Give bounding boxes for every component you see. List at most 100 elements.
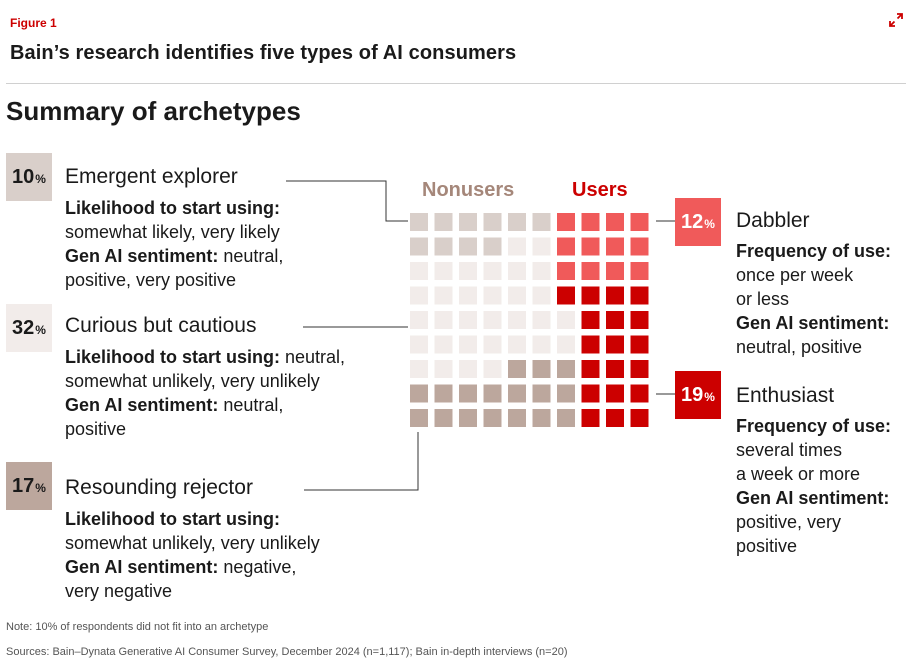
- archetype-dabbler: 12%: [675, 198, 721, 246]
- archetype-pct-sign: %: [704, 217, 715, 231]
- detail-value: positive: [736, 536, 798, 556]
- sources: Sources: Bain–Dynata Generative AI Consu…: [6, 646, 568, 658]
- archetype-details: Frequency of use: once per week or less Gen…: [736, 239, 891, 359]
- detail-value: negative,: [218, 557, 297, 577]
- archetype-pct: 32: [12, 316, 35, 339]
- waffle-cell-curious: [459, 262, 477, 280]
- waffle-cell-emergent: [459, 213, 477, 231]
- archetype-detail-line: somewhat unlikely, very unlikely: [65, 531, 320, 555]
- waffle-cell-rejector: [459, 384, 477, 403]
- waffle-cell-curious: [459, 286, 477, 305]
- waffle-cell-emergent: [508, 213, 526, 231]
- waffle-cell-dabbler: [557, 237, 575, 256]
- waffle-cell-emergent: [483, 213, 502, 231]
- archetype-pct-sign: %: [35, 481, 46, 495]
- waffle-cell-curious: [532, 286, 551, 305]
- waffle-cell-emergent: [410, 213, 428, 231]
- waffle-cell-rejector: [557, 409, 575, 427]
- waffle-cell-enthusiast: [606, 286, 624, 305]
- waffle-cell-curious: [508, 262, 526, 280]
- archetype-pct-sign: %: [35, 323, 46, 337]
- waffle-cell-enthusiast: [557, 286, 575, 305]
- waffle-cell-curious: [532, 311, 551, 329]
- archetype-name: Dabbler: [736, 209, 810, 232]
- waffle-cell-dabbler: [606, 262, 624, 280]
- waffle-cell-rejector: [532, 409, 551, 427]
- waffle-cell-rejector: [508, 360, 526, 378]
- detail-label: Gen AI sentiment:: [65, 246, 219, 266]
- archetype-pct-sign: %: [35, 172, 46, 186]
- archetype-curious: 32%: [6, 304, 52, 352]
- detail-value: neutral, positive: [736, 337, 863, 357]
- detail-value: positive, very positive: [65, 270, 237, 290]
- connector-rejector: [304, 432, 419, 491]
- waffle-cell-dabbler: [581, 237, 600, 256]
- waffle-cell-curious: [410, 262, 428, 280]
- waffle-cell-dabbler: [557, 262, 575, 280]
- waffle-cell-rejector: [459, 409, 477, 427]
- waffle-cell-enthusiast: [581, 409, 600, 427]
- waffle-cell-enthusiast: [606, 409, 624, 427]
- archetype-detail-line: Gen AI sentiment: negative,: [65, 555, 320, 579]
- detail-value: or less: [736, 289, 790, 309]
- detail-label: Gen AI sentiment:: [736, 488, 890, 508]
- waffle-cell-enthusiast: [630, 311, 649, 329]
- waffle-cell-emergent: [532, 213, 551, 231]
- waffle-cell-emergent: [410, 237, 428, 256]
- archetype-detail-line: very negative: [65, 579, 320, 603]
- detail-label: Gen AI sentiment:: [736, 313, 890, 333]
- detail-value: once per week: [736, 265, 854, 285]
- archetype-details: Likelihood to start using: somewhat likel…: [65, 196, 283, 292]
- archetype-detail-line: positive: [736, 534, 891, 558]
- archetype-detail-line: Frequency of use:: [736, 239, 891, 263]
- waffle-cell-emergent: [483, 237, 502, 256]
- waffle-cell-enthusiast: [581, 360, 600, 378]
- legend-nonusers: Nonusers: [422, 179, 515, 201]
- detail-value: positive, very: [736, 512, 842, 532]
- archetype-pct: 17: [12, 474, 35, 497]
- archetype-detail-line: positive, very positive: [65, 268, 283, 292]
- waffle-cell-curious: [410, 335, 428, 354]
- archetype-detail-line: positive, very: [736, 510, 891, 534]
- archetype-badge: 12%: [675, 198, 721, 246]
- waffle-cell-dabbler: [606, 213, 624, 231]
- archetype-detail-line: several times: [736, 438, 891, 462]
- archetype-detail-line: neutral, positive: [736, 335, 891, 359]
- waffle-cell-rejector: [532, 360, 551, 378]
- waffle-cell-dabbler: [557, 213, 575, 231]
- archetype-pct-sign: %: [704, 390, 715, 404]
- archetype-badge: 32%: [6, 304, 52, 352]
- waffle-cell-enthusiast: [606, 360, 624, 378]
- detail-value: very negative: [65, 581, 173, 601]
- archetype-details: Likelihood to start using: neutral, somew…: [65, 345, 345, 441]
- detail-label: Frequency of use:: [736, 416, 892, 436]
- waffle-cell-curious: [532, 237, 551, 256]
- waffle-cell-curious: [459, 360, 477, 378]
- waffle-cell-dabbler: [630, 213, 649, 231]
- archetype-detail-line: Gen AI sentiment:: [736, 486, 891, 510]
- waffle-cell-curious: [459, 335, 477, 354]
- waffle-cell-rejector: [532, 384, 551, 403]
- waffle-cell-curious: [410, 286, 428, 305]
- figure-title: Bain’s research identifies five types of…: [10, 42, 517, 64]
- detail-label: Likelihood to start using:: [65, 347, 280, 367]
- detail-value: several times: [736, 440, 843, 460]
- waffle-cell-enthusiast: [606, 335, 624, 354]
- waffle-cell-rejector: [483, 409, 502, 427]
- archetype-rejector: 17%: [6, 462, 52, 510]
- waffle-cell-rejector: [508, 409, 526, 427]
- archetype-name: Resounding rejector: [65, 476, 253, 499]
- waffle-cell-dabbler: [606, 237, 624, 256]
- waffle-cell-enthusiast: [581, 335, 600, 354]
- detail-label: Gen AI sentiment:: [65, 395, 219, 415]
- connector-emergent: [286, 180, 408, 222]
- detail-label: Gen AI sentiment:: [65, 557, 219, 577]
- waffle-cell-rejector: [410, 384, 428, 403]
- detail-value: positive: [65, 419, 127, 439]
- waffle-cell-enthusiast: [581, 384, 600, 403]
- waffle-cell-dabbler: [630, 237, 649, 256]
- detail-value: neutral,: [218, 246, 284, 266]
- expand-icon[interactable]: [888, 12, 904, 28]
- archetype-detail-line: or less: [736, 287, 891, 311]
- detail-label: Likelihood to start using:: [65, 198, 280, 218]
